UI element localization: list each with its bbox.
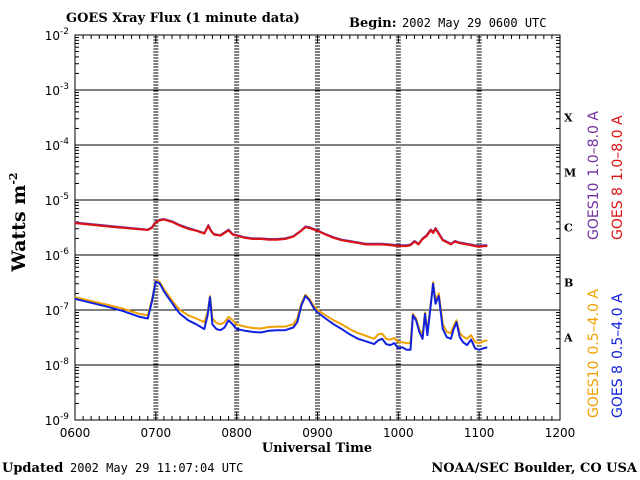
y-axis-label-text: Watts m — [8, 185, 30, 273]
y-tick-label: 10-6 — [45, 247, 70, 263]
x-tick-label: 0600 — [60, 426, 91, 440]
chart-title: GOES Xray Flux (1 minute data) — [66, 11, 300, 26]
y-axis-label: Watts m-2 — [7, 172, 30, 272]
y-tick-label: 10-5 — [45, 192, 69, 208]
x-tick-label: 1200 — [545, 426, 576, 440]
series-line-goes10-1-0-8-0-a — [74, 218, 488, 248]
y-axis-label-exponent: -2 — [7, 172, 20, 184]
y-tick-label: 10-9 — [45, 412, 70, 428]
x-tick-label: 0900 — [302, 426, 333, 440]
flare-class-B: B — [564, 277, 573, 290]
legend-goes10-short: GOES100.5–4.0 A — [586, 289, 602, 418]
y-tick-label: 10-2 — [45, 27, 69, 43]
y-tick-label: 10-3 — [45, 82, 69, 98]
updated-label: Updated — [2, 461, 63, 476]
x-tick-label: 0800 — [221, 426, 252, 440]
x-tick-label: 0700 — [141, 426, 172, 440]
x-axis: 0600 0700 0800 0900 1000 1100 1200 — [60, 35, 576, 440]
y-tick-label: 10-8 — [45, 357, 70, 373]
series-line-goes-8-1-0-8-0-a — [74, 218, 488, 248]
y-tick-label: 10-4 — [45, 137, 70, 153]
legend-short-wavelength-g8: GOES 80.5–4.0 A — [610, 293, 626, 418]
series-line-goes10-0-5-4-0-a — [74, 279, 488, 345]
flare-class-A: A — [563, 332, 573, 345]
legend-long-wavelength: GOES101.0–8.0 A — [586, 111, 602, 240]
x-tick-label: 1000 — [383, 426, 414, 440]
begin-label: Begin: — [349, 16, 397, 31]
updated-value: 2002 May 29 11:07:04 UTC — [70, 461, 243, 475]
begin-value: 2002 May 29 0600 UTC — [402, 16, 547, 30]
x-axis-label: Universal Time — [262, 441, 372, 456]
credit: NOAA/SEC Boulder, CO USA — [431, 461, 638, 476]
legend-long-wavelength-g8: GOES 81.0–8.0 A — [610, 115, 626, 240]
legend-goes8-short: GOES 80.5–4.0 A — [610, 293, 626, 418]
x-tick-label: 1100 — [464, 426, 495, 440]
flare-class-M: M — [564, 167, 576, 180]
legend-goes10-long: GOES101.0–8.0 A — [586, 111, 602, 240]
svg-text:Watts m-2: Watts m-2 — [7, 172, 30, 272]
plot-frame — [74, 34, 561, 421]
flare-class-X: X — [564, 112, 573, 125]
legend-goes8-long: GOES 81.0–8.0 A — [610, 115, 626, 240]
y-axis: 10-2 10-3 10-4 10-5 10-6 10-7 10-8 10-9 — [45, 27, 560, 428]
series-lines — [74, 218, 488, 351]
series-line-goes-8-0-5-4-0-a — [74, 280, 488, 351]
legend-short-wavelength: GOES100.5–4.0 A — [586, 289, 602, 418]
grid — [75, 36, 560, 419]
y-tick-label: 10-7 — [45, 302, 69, 318]
flare-class-labels: X M C B A — [563, 112, 576, 345]
flare-class-C: C — [564, 222, 573, 235]
